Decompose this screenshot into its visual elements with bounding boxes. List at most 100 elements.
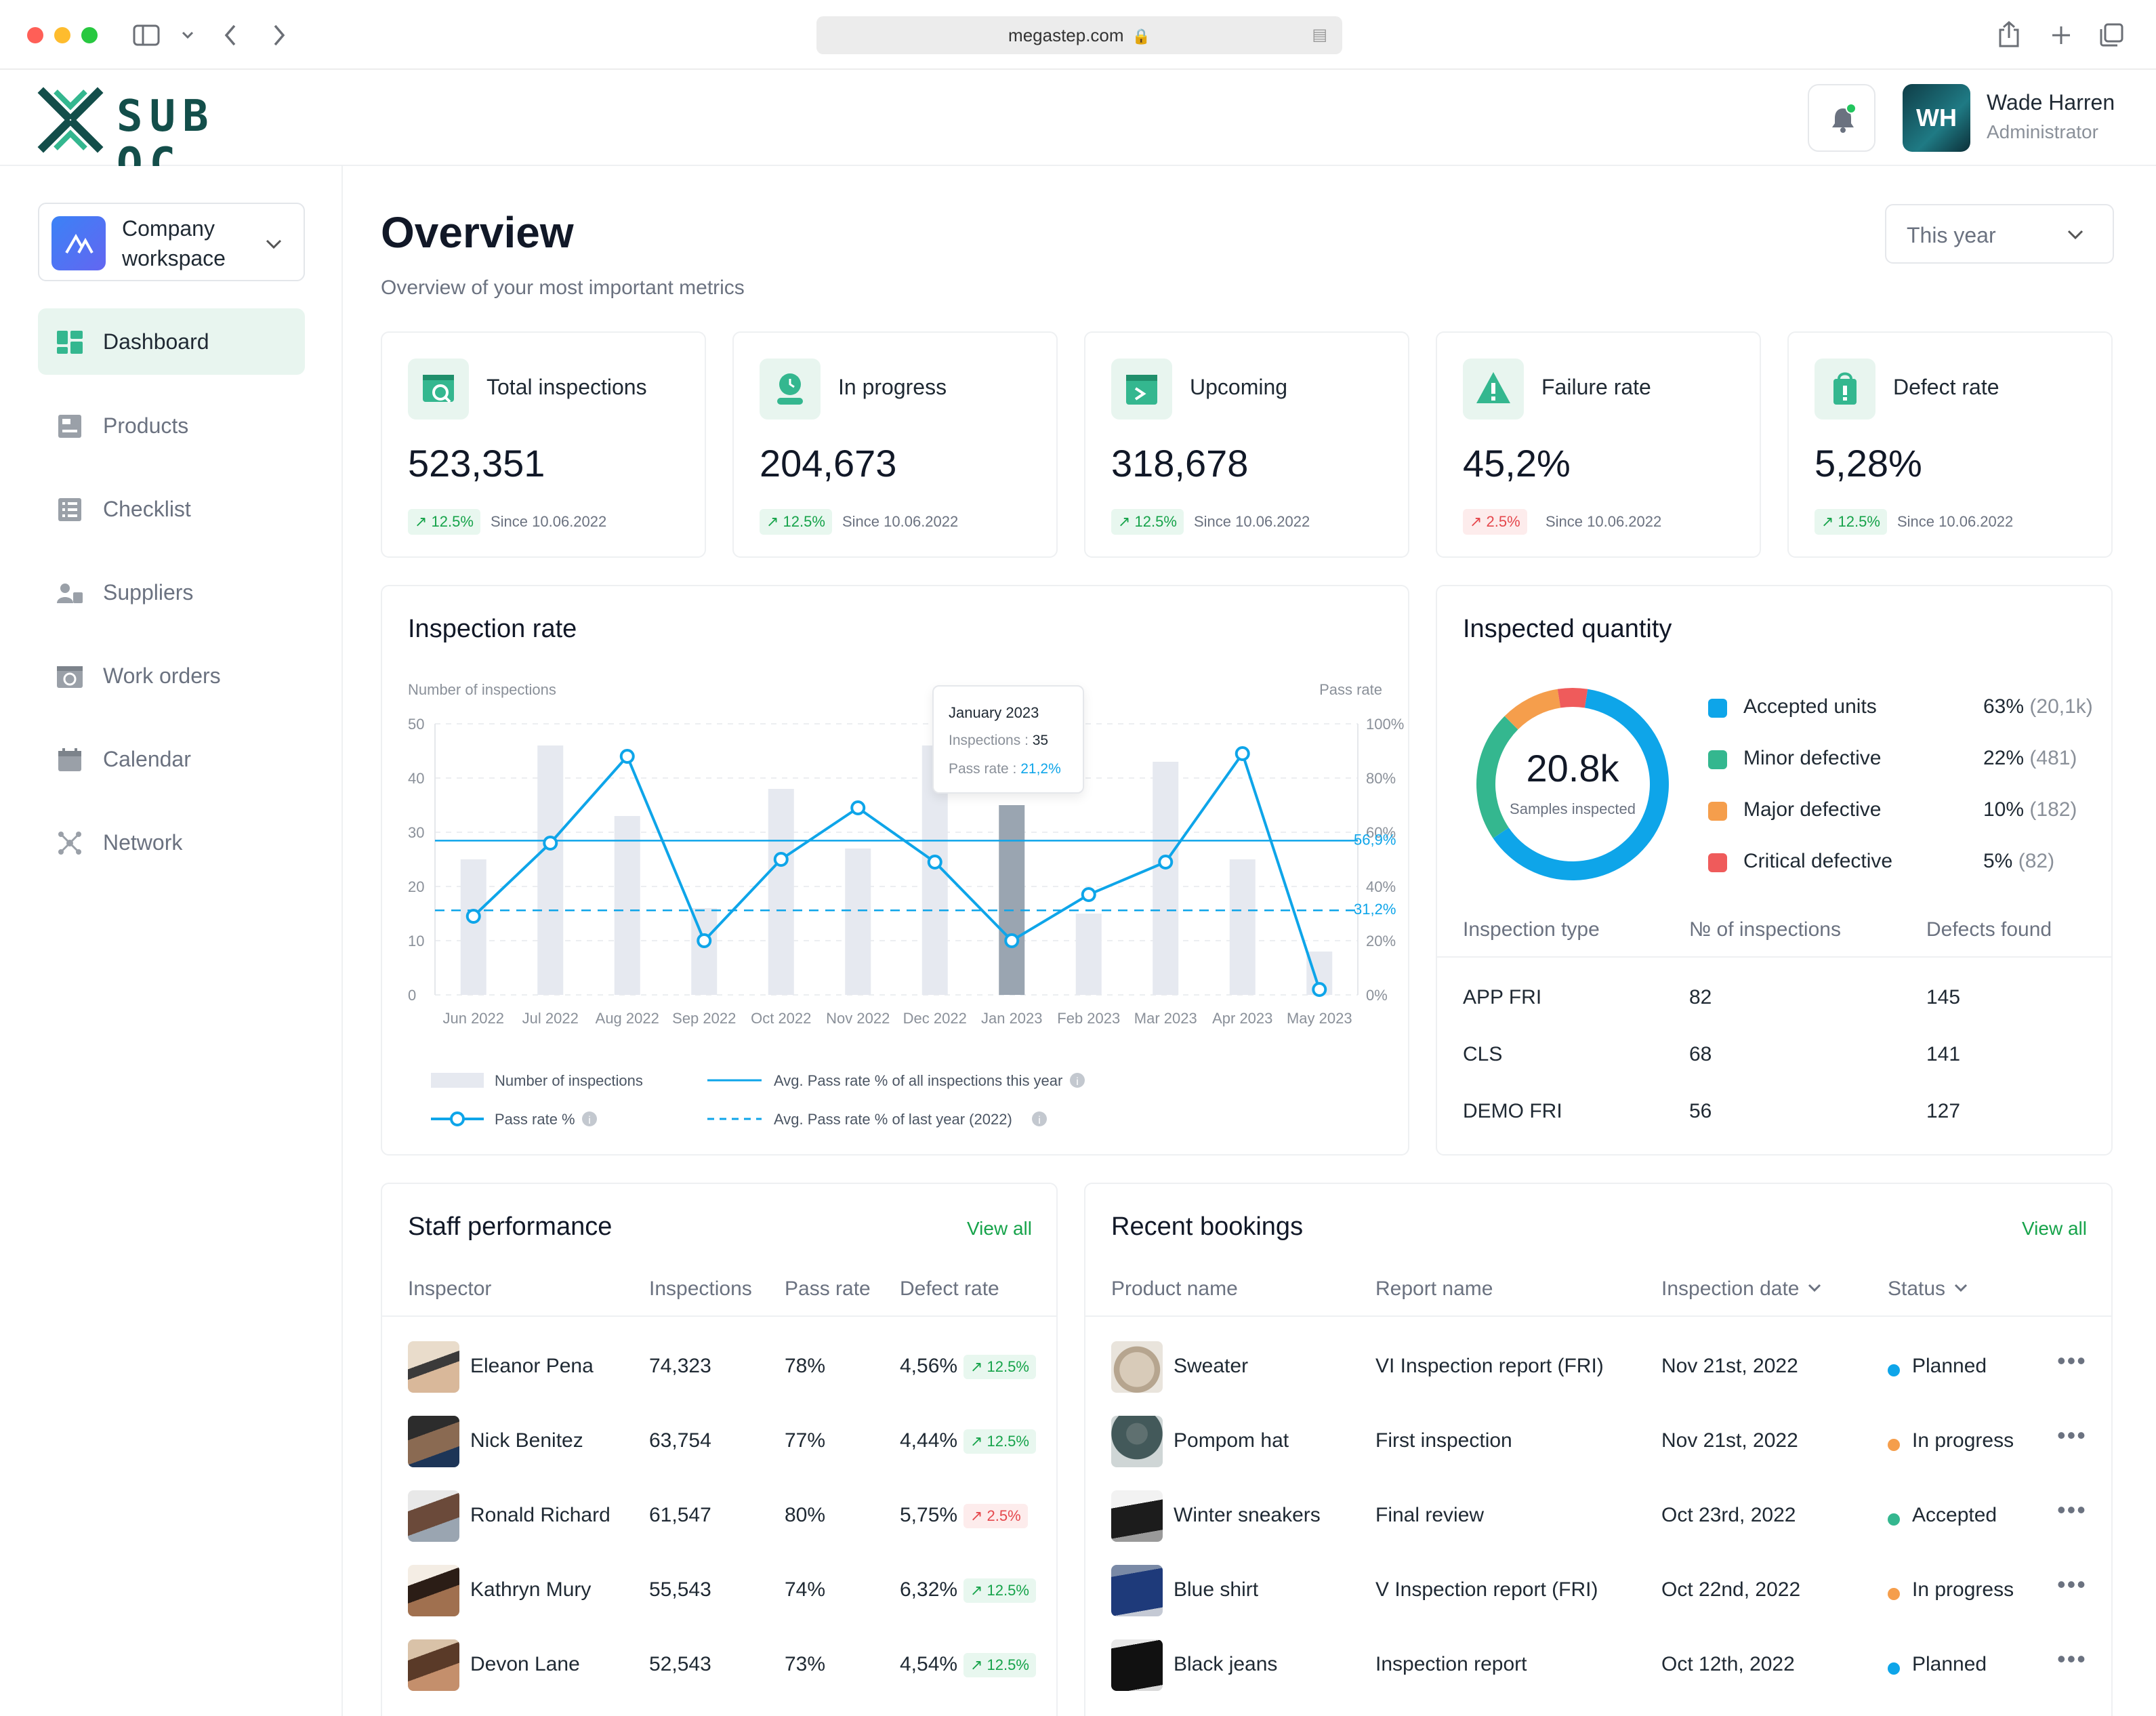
status-badge: Planned: [1912, 1653, 1987, 1675]
minimize-window-button[interactable]: [54, 27, 70, 43]
legend-swatch: [1708, 699, 1727, 718]
kpi-title: Failure rate: [1541, 375, 1651, 399]
user-name[interactable]: Wade Harren: [1987, 90, 2115, 115]
pass-rate-point[interactable]: [697, 933, 712, 948]
forward-icon[interactable]: [271, 23, 287, 47]
inspection-camera-icon: [408, 359, 469, 420]
divider: [382, 1315, 1056, 1317]
tab-overview-icon[interactable]: [2099, 23, 2123, 47]
reader-icon[interactable]: ▤: [1312, 26, 1327, 44]
bar[interactable]: [1153, 762, 1179, 995]
view-all-link[interactable]: View all: [967, 1218, 1032, 1239]
tooltip-pass-value: 21,2%: [1020, 761, 1061, 777]
info-icon[interactable]: [582, 1111, 597, 1126]
pass-rate-point[interactable]: [1081, 887, 1096, 902]
dashboard-icon: [57, 331, 83, 354]
bar[interactable]: [614, 816, 640, 995]
period-select[interactable]: This year: [1885, 204, 2114, 264]
sidebar-item-label: Dashboard: [103, 329, 209, 354]
card-title: Recent bookings: [1111, 1212, 1304, 1241]
column-header-sortable[interactable]: Inspection date: [1661, 1278, 1823, 1301]
pass-rate-point[interactable]: [1312, 982, 1327, 997]
x-tick-label: Dec 2022: [903, 1010, 967, 1027]
sidebar-item-work-orders[interactable]: Work orders: [38, 642, 305, 709]
sidebar-toggle-icon[interactable]: [133, 24, 160, 46]
donut-segment[interactable]: [1476, 716, 1518, 838]
legend-bars-label: Number of inspections: [495, 1072, 643, 1089]
bar[interactable]: [460, 859, 486, 995]
bar[interactable]: [999, 805, 1025, 995]
more-options-icon[interactable]: •••: [2057, 1496, 2087, 1524]
x-tick-label: Mar 2023: [1134, 1010, 1197, 1027]
more-options-icon[interactable]: •••: [2057, 1570, 2087, 1598]
product-thumbnail: [1111, 1490, 1163, 1542]
column-header-sortable[interactable]: Status: [1888, 1278, 1970, 1301]
product-thumbnail: [1111, 1639, 1163, 1691]
pass-rate-point[interactable]: [850, 800, 866, 815]
user-avatar[interactable]: WH: [1903, 84, 1970, 152]
x-tick-label: Apr 2023: [1212, 1010, 1272, 1027]
sidebar-item-calendar[interactable]: Calendar: [38, 726, 305, 792]
sidebar-item-network[interactable]: Network: [38, 809, 305, 876]
workspace-switcher[interactable]: Company workspace: [38, 203, 305, 281]
sidebar-item-products[interactable]: Products: [38, 392, 305, 459]
x-tick-label: Jul 2022: [522, 1010, 579, 1027]
kpi-card-total-inspections: Total inspections 523,351 ↗ 12.5% Since …: [381, 331, 706, 558]
bar[interactable]: [1075, 914, 1102, 995]
avatar: [408, 1416, 459, 1467]
column-header: Defects found: [1926, 918, 2052, 941]
divider: [1437, 956, 2111, 958]
sidebar-item-dashboard[interactable]: Dashboard: [38, 308, 305, 375]
x-tick-label: Jun 2022: [442, 1010, 504, 1027]
pass-rate-point[interactable]: [619, 749, 635, 764]
share-icon[interactable]: [1997, 20, 2020, 49]
bar[interactable]: [1229, 859, 1256, 995]
kpi-change-badge: ↗ 12.5%: [760, 509, 832, 535]
sidebar-item-suppliers[interactable]: Suppliers: [38, 559, 305, 626]
view-all-link[interactable]: View all: [2022, 1218, 2087, 1239]
inspector-name: Kathryn Mury: [470, 1578, 592, 1601]
pass-rate-point[interactable]: [1158, 855, 1174, 870]
more-options-icon[interactable]: •••: [2057, 1421, 2087, 1449]
pass-rate-point[interactable]: [773, 852, 789, 867]
legend-swatch: [1708, 802, 1727, 821]
bar[interactable]: [768, 789, 794, 995]
kpi-card-in-progress: In progress 204,673 ↗ 12.5% Since 10.06.…: [732, 331, 1058, 558]
pass-rate-point[interactable]: [1235, 746, 1250, 761]
more-options-icon[interactable]: •••: [2057, 1347, 2087, 1374]
donut-segment[interactable]: [1557, 688, 1588, 708]
kpi-change-badge: ↗ 2.5%: [1463, 509, 1527, 535]
sidebar-item-checklist[interactable]: Checklist: [38, 476, 305, 542]
pass-rate-point[interactable]: [1004, 933, 1020, 948]
legend-name: Major defective: [1743, 798, 1882, 821]
trend-up-icon: ↗: [415, 513, 432, 530]
info-icon[interactable]: [1032, 1111, 1047, 1126]
cell-inspection-type: APP FRI: [1463, 986, 1542, 1008]
pass-rate-point[interactable]: [543, 836, 558, 851]
info-icon[interactable]: [1070, 1073, 1085, 1088]
x-tick-label: Jan 2023: [981, 1010, 1043, 1027]
close-window-button[interactable]: [27, 27, 43, 43]
maximize-window-button[interactable]: [81, 27, 98, 43]
bar[interactable]: [537, 745, 564, 995]
pass-rate-point[interactable]: [927, 855, 942, 870]
report-name: V Inspection report (FRI): [1375, 1578, 1598, 1601]
back-icon[interactable]: [222, 23, 239, 47]
notifications-button[interactable]: [1808, 84, 1875, 152]
more-options-icon[interactable]: •••: [2057, 1645, 2087, 1673]
inspector-name: Eleanor Pena: [470, 1355, 594, 1377]
bar[interactable]: [845, 849, 871, 995]
cell-inspections: 82: [1689, 986, 1712, 1008]
report-name: Inspection report: [1375, 1653, 1527, 1675]
pass-rate-point[interactable]: [465, 909, 481, 924]
donut-segment[interactable]: [1504, 689, 1561, 730]
chevron-down-icon[interactable]: [180, 28, 195, 42]
pass-rate-line: [472, 750, 1321, 990]
trend-down-icon: ↗: [1470, 513, 1487, 530]
address-bar[interactable]: megastep.com 🔒 ▤: [816, 16, 1342, 54]
defect-rate-value: 4,54%: [900, 1653, 958, 1675]
brand-logo[interactable]: SUB QC: [37, 83, 267, 190]
inspection-date: Nov 21st, 2022: [1661, 1355, 1798, 1377]
kpi-since: Since 10.06.2022: [1194, 513, 1310, 530]
new-tab-icon[interactable]: [2050, 24, 2072, 46]
